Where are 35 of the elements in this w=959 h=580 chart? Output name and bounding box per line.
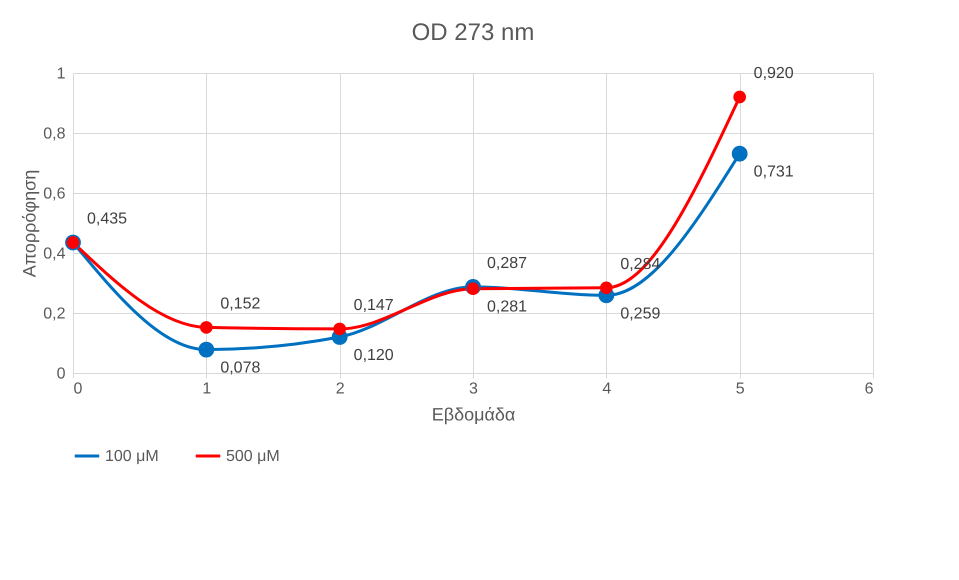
x-tick-label: 5 <box>736 380 745 398</box>
x-tick-label: 2 <box>336 380 345 398</box>
y-tick-label: 0,2 <box>43 306 66 322</box>
point <box>198 342 214 358</box>
data-label: 0,435 <box>87 210 128 228</box>
point <box>732 146 748 162</box>
y-tick-label: 0,4 <box>43 246 66 262</box>
legend-label: 100 μM <box>105 448 159 465</box>
x-axis-title: Εβδομάδα <box>432 404 516 424</box>
point <box>600 281 613 294</box>
x-tick-label: 0 <box>74 380 82 398</box>
point <box>733 90 746 104</box>
data-label: 0,152 <box>220 295 260 312</box>
y-axis-title: Απορρόφηση <box>19 170 40 278</box>
data-label: 0,120 <box>354 347 394 364</box>
legend-label: 500 μM <box>226 448 280 465</box>
data-label: 0,259 <box>620 305 660 322</box>
data-label: 0,287 <box>487 254 528 272</box>
y-tick-label: 0,8 <box>43 126 66 142</box>
x-tick-label: 1 <box>202 380 212 398</box>
data-label: 0,281 <box>487 298 528 316</box>
point <box>200 321 213 334</box>
x-tick-label: 4 <box>602 380 612 398</box>
x-tick-label: 3 <box>469 380 478 398</box>
y-tick-label: 0 <box>56 366 66 382</box>
point <box>466 282 480 296</box>
point <box>333 322 346 336</box>
chart-title: OD 273 nm <box>412 19 534 46</box>
y-tick-label: 1 <box>56 66 66 82</box>
data-label: 0,078 <box>220 360 260 377</box>
y-tick-label: 0,6 <box>43 186 66 202</box>
data-label: 0,731 <box>754 164 794 181</box>
data-label: 0,920 <box>754 65 794 82</box>
data-label: 0,147 <box>354 296 394 314</box>
x-tick-label: 6 <box>864 380 874 398</box>
